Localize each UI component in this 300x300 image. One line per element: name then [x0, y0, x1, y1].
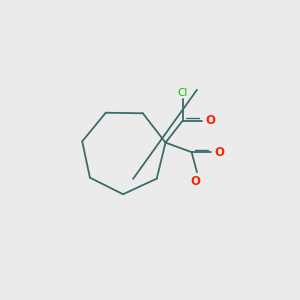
Text: O: O: [191, 175, 201, 188]
Text: Cl: Cl: [177, 88, 188, 98]
Text: O: O: [214, 146, 224, 159]
Text: O: O: [205, 114, 215, 127]
